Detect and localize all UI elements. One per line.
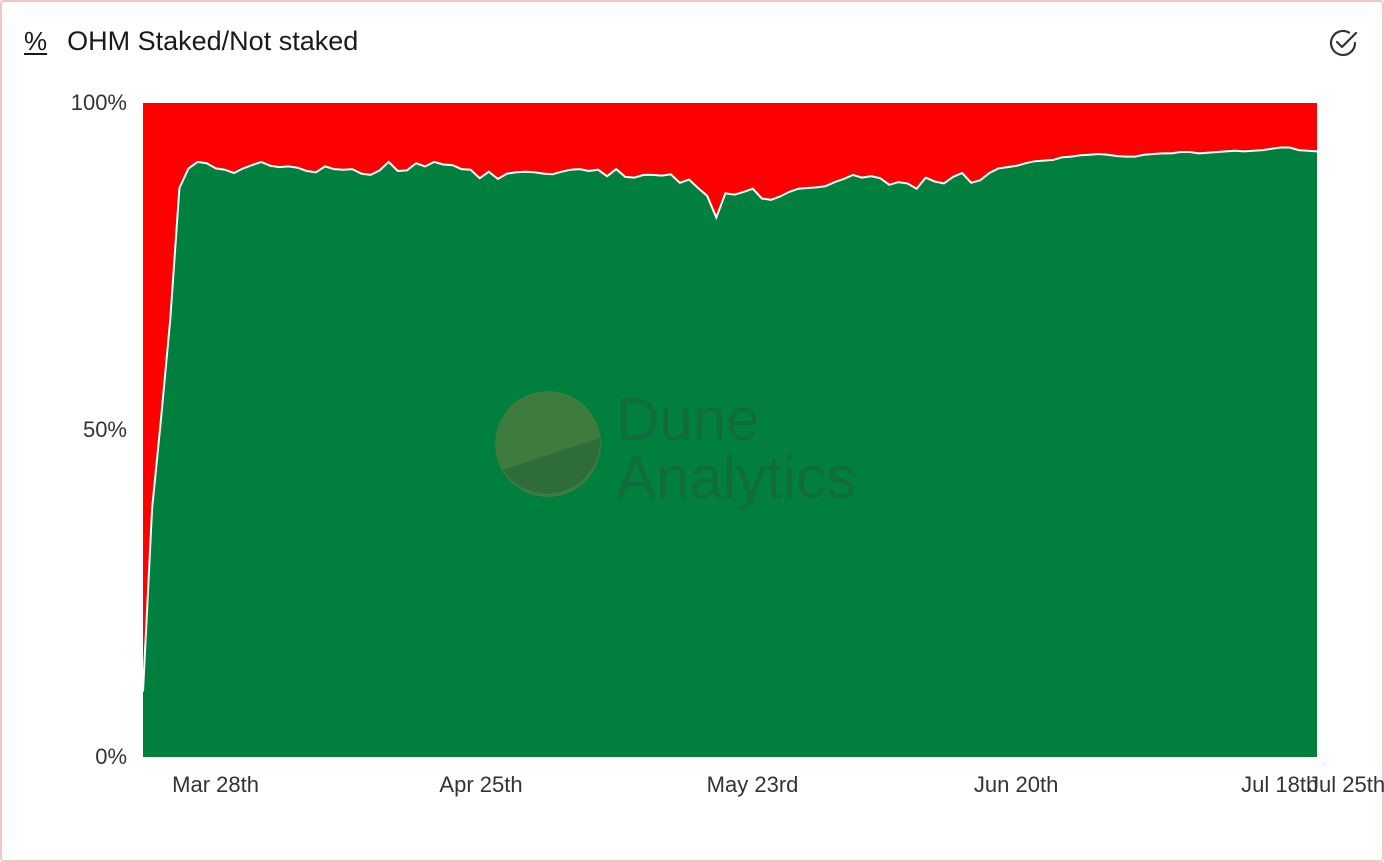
chart-header: % OHM Staked/Not staked	[24, 24, 358, 58]
percent-unit-icon[interactable]: %	[24, 25, 48, 56]
x-tick-label: Apr 25th	[439, 772, 522, 797]
area-staked	[143, 147, 1317, 757]
y-tick-label: 50%	[83, 417, 127, 442]
y-tick-label: 0%	[95, 744, 127, 769]
chart-title: OHM Staked/Not staked	[67, 25, 359, 56]
y-axis: 0% 50% 100%	[71, 90, 127, 769]
check-circle-icon[interactable]	[1326, 26, 1360, 60]
watermark: Dune Analytics	[495, 386, 856, 511]
x-tick-label: May 23rd	[707, 772, 799, 797]
x-tick-label: Jul 18th	[1241, 772, 1318, 797]
watermark-line1: Dune	[616, 386, 759, 453]
series-line-staked	[142, 146, 1318, 692]
watermark-logo-slice	[503, 438, 601, 494]
y-tick-label: 100%	[71, 90, 127, 115]
x-tick-label: Jul 25th	[1308, 772, 1384, 797]
x-axis: Mar 28th Apr 25th May 23rd Jun 20th Jul 18th…	[172, 772, 1384, 797]
x-tick-label: Jun 20th	[974, 772, 1058, 797]
watermark-line2: Analytics	[616, 444, 856, 511]
x-tick-label: Mar 28th	[172, 772, 259, 797]
